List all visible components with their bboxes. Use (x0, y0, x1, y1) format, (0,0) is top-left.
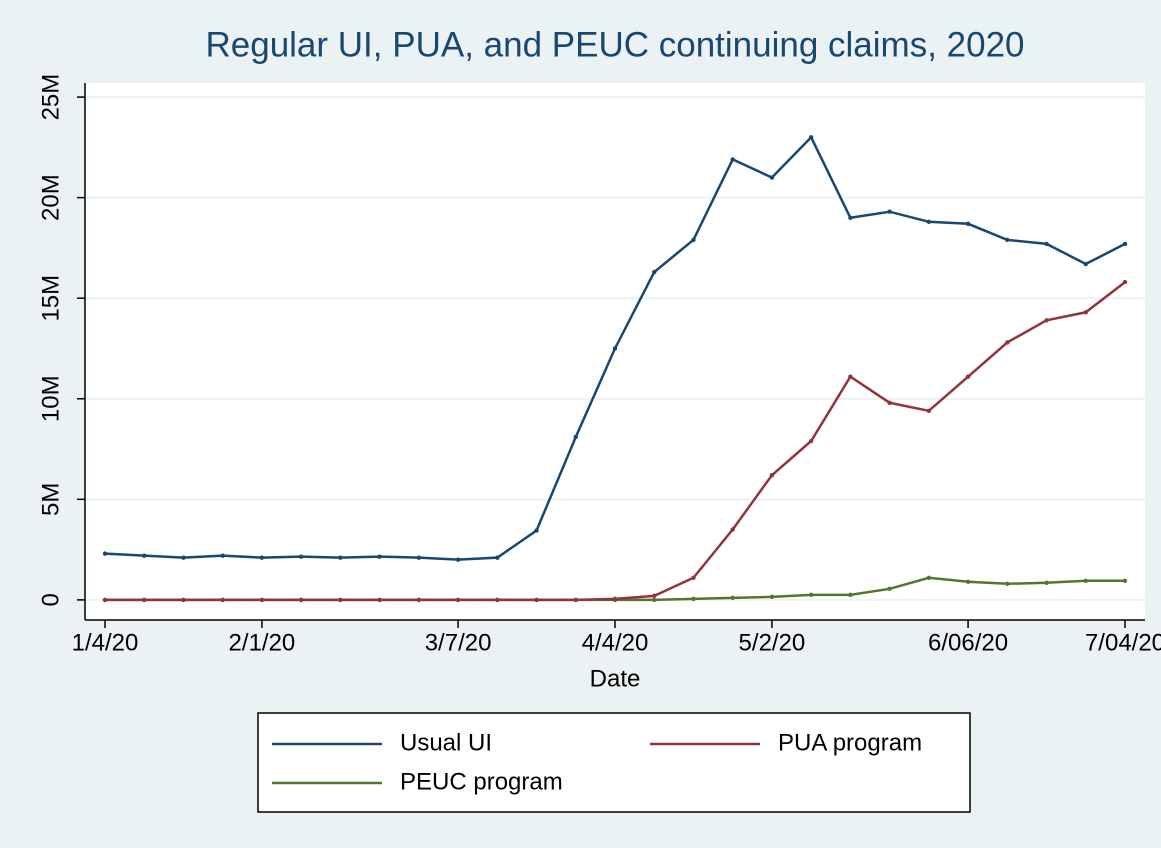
series-marker (926, 408, 932, 414)
x-axis-title: Date (590, 665, 641, 692)
series-marker (1122, 578, 1128, 583)
series-marker (848, 215, 853, 220)
series-marker (965, 221, 971, 226)
series-marker (769, 594, 775, 600)
series-marker (808, 438, 814, 444)
series-marker (377, 554, 382, 559)
series-marker (220, 597, 225, 603)
series-marker (455, 557, 461, 562)
series-marker (769, 175, 775, 180)
series-marker (455, 597, 461, 603)
series-marker (534, 597, 539, 603)
series-marker (1083, 578, 1088, 583)
series-marker (1044, 580, 1049, 585)
x-tick-label: 3/7/20 (425, 629, 492, 656)
series-marker (652, 269, 657, 275)
series-marker (416, 597, 422, 603)
series-marker (102, 551, 108, 556)
x-tick-label: 2/1/20 (229, 629, 296, 656)
legend-label: PEUC program (400, 768, 563, 795)
series-marker (1044, 241, 1049, 247)
legend-label: PUA program (778, 729, 922, 756)
series-marker (338, 555, 343, 560)
x-tick-label: 4/4/20 (582, 629, 649, 656)
series-marker (220, 553, 225, 558)
series-marker (1083, 261, 1088, 267)
series-marker (1005, 340, 1010, 345)
series-marker (495, 597, 500, 603)
series-marker (1122, 241, 1128, 247)
series-marker (181, 555, 186, 560)
y-tick-label: 10M (37, 375, 64, 422)
series-marker (298, 597, 304, 603)
x-tick-label: 7/04/20 (1085, 629, 1161, 656)
x-tick-label: 6/06/20 (928, 629, 1008, 656)
series-marker (1005, 237, 1010, 243)
series-marker (1005, 581, 1010, 586)
series-marker (1083, 310, 1088, 315)
series-marker (612, 596, 618, 602)
series-marker (416, 555, 422, 560)
series-marker (259, 597, 265, 603)
series-marker (926, 575, 932, 580)
series-marker (848, 374, 853, 379)
series-marker (730, 157, 735, 162)
series-marker (142, 597, 147, 603)
y-tick-label: 20M (37, 174, 64, 221)
series-marker (965, 374, 971, 379)
chart-title: Regular UI, PUA, and PEUC continuing cla… (205, 25, 1024, 64)
series-marker (534, 528, 539, 533)
series-marker (338, 597, 343, 603)
y-tick-label: 0 (37, 593, 64, 606)
legend (257, 712, 971, 813)
series-marker (612, 346, 618, 351)
series-marker (573, 597, 578, 603)
series-marker (808, 592, 814, 598)
series-marker (1122, 279, 1128, 285)
series-marker (691, 596, 696, 602)
series-marker (848, 592, 853, 598)
series-marker (808, 135, 814, 140)
series-marker (652, 597, 657, 603)
series-marker (652, 593, 657, 599)
x-tick-label: 5/2/20 (739, 629, 806, 656)
series-marker (965, 579, 971, 584)
series-marker (377, 597, 382, 603)
series-marker (887, 400, 892, 405)
series-marker (298, 554, 304, 559)
series-marker (730, 527, 735, 532)
series-marker (887, 586, 892, 592)
series-marker (142, 553, 147, 558)
series-marker (730, 595, 735, 601)
series-marker (259, 555, 265, 560)
x-tick-label: 1/4/20 (72, 629, 139, 656)
series-marker (691, 237, 696, 243)
y-tick-label: 5M (37, 483, 64, 516)
series-marker (181, 597, 186, 603)
series-marker (1044, 318, 1049, 323)
series-marker (887, 209, 892, 214)
y-tick-label: 15M (37, 275, 64, 322)
series-marker (769, 472, 775, 478)
y-tick-label: 25M (37, 74, 64, 121)
series-marker (573, 434, 578, 440)
series-marker (102, 597, 108, 603)
legend-label: Usual UI (400, 729, 492, 756)
series-marker (926, 219, 932, 224)
series-marker (691, 575, 696, 580)
series-marker (495, 555, 500, 560)
